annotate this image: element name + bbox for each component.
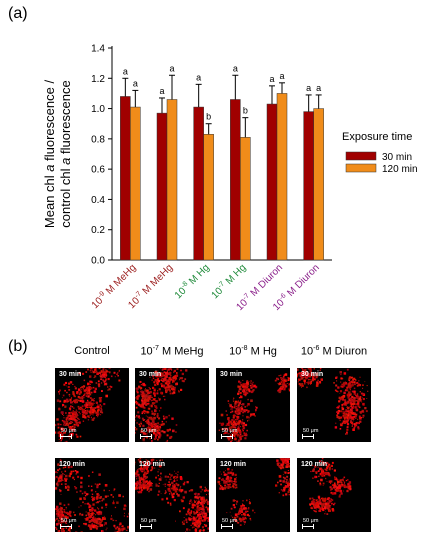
scale-bar <box>302 524 314 529</box>
micrograph-column-label: 10-8 M Hg <box>229 345 277 358</box>
exposure-time-label: 30 min <box>301 371 324 378</box>
exposure-time-label: 30 min <box>59 371 82 378</box>
exposure-time-label: 120 min <box>220 461 247 468</box>
micrograph-image: 30 min 50 μm <box>135 368 209 442</box>
micrograph-image: 30 min 50 μm <box>297 368 371 442</box>
bar <box>303 111 314 261</box>
scale-bar <box>221 524 233 529</box>
significance-letter: a <box>233 63 238 73</box>
scale-bar-label: 50 μm <box>222 518 238 524</box>
significance-letter: a <box>196 72 201 82</box>
y-tick-label: 1.4 <box>91 44 105 55</box>
micrograph-image: 30 min 50 μm <box>55 368 129 442</box>
scale-bar-label: 50 μm <box>61 518 77 524</box>
scale-bar <box>140 434 152 439</box>
significance-letter: a <box>316 83 321 93</box>
scale-bar <box>60 434 72 439</box>
significance-letter: b <box>206 112 211 122</box>
bar <box>193 106 204 261</box>
micrograph-image: 30 min 50 μm <box>216 368 290 442</box>
significance-letter: a <box>133 78 138 88</box>
bar <box>130 106 141 261</box>
bar <box>266 103 278 261</box>
bar <box>203 134 214 261</box>
fluorescence-texture <box>55 459 129 532</box>
scale-bar-label: 50 μm <box>61 428 77 434</box>
bar <box>230 99 241 261</box>
bar <box>313 108 324 261</box>
micrograph-image: 120 min 50 μm <box>135 458 209 532</box>
y-tick-label: 0.2 <box>91 225 105 236</box>
exposure-time-label: 120 min <box>139 461 166 468</box>
y-tick-label: 0.4 <box>91 195 105 206</box>
category-label: 10-8 M Hg <box>172 262 212 302</box>
scale-bar-label: 50 μm <box>222 428 238 434</box>
scale-bar-label: 50 μm <box>141 428 157 434</box>
scale-bar <box>302 434 314 439</box>
y-tick-label: 1.2 <box>91 74 105 85</box>
chart-bars <box>120 74 324 261</box>
fluorescence-texture <box>297 368 369 435</box>
exposure-time-label: 30 min <box>139 371 162 378</box>
bar <box>240 137 251 261</box>
bar-chart: 0.0 0.2 0.4 0.6 0.8 1.0 1.2 1.4 Mean chl a fluor… <box>42 44 418 314</box>
significance-letter: a <box>306 83 311 93</box>
panel-a-label: (a) <box>8 5 28 22</box>
exposure-time-label: 30 min <box>220 371 243 378</box>
scale-bar <box>60 524 72 529</box>
fluorescence-texture <box>217 458 290 526</box>
bar <box>156 112 168 261</box>
legend-label: 120 min <box>382 164 418 175</box>
panel-b-label: (b) <box>8 338 28 355</box>
y-axis-label: Mean chl a fluorescence /control chl a f… <box>42 80 73 229</box>
micrograph-column-label: 10-7 M MeHg <box>140 345 204 358</box>
y-tick-label: 0.8 <box>91 134 105 145</box>
significance-letter: b <box>243 106 248 116</box>
significance-letter: a <box>159 86 164 96</box>
scale-bar <box>140 524 152 529</box>
legend-swatch <box>345 163 377 173</box>
bar <box>276 93 288 261</box>
micrograph-column-label: 10-6 M Diuron <box>300 345 368 358</box>
legend-label: 30 min <box>382 152 412 163</box>
significance-letter: a <box>123 66 128 76</box>
micrograph-image: 120 min 50 μm <box>297 458 371 532</box>
significance-letter: a <box>279 71 284 81</box>
chart-axes: 0.0 0.2 0.4 0.6 0.8 1.0 1.2 1.4 Mean chl a fluor… <box>42 44 332 267</box>
scale-bar-label: 50 μm <box>303 428 319 434</box>
fluorescence-texture <box>135 368 188 442</box>
scale-bar-label: 50 μm <box>141 518 157 524</box>
micrograph-column-label: Control <box>74 345 110 357</box>
exposure-time-label: 120 min <box>301 461 328 468</box>
y-tick-label: 0.6 <box>91 165 105 176</box>
fluorescence-texture <box>309 458 352 515</box>
bar <box>166 99 178 261</box>
significance-letter: a <box>269 74 274 84</box>
legend-title: Exposure time <box>342 131 412 143</box>
y-tick-label: 0.0 <box>91 256 105 267</box>
significance-letter: a <box>169 63 174 73</box>
fluorescence-texture <box>218 373 290 442</box>
micrograph-image: 120 min 50 μm <box>216 458 290 532</box>
bar <box>120 96 131 261</box>
scale-bar-label: 50 μm <box>303 518 319 524</box>
scale-bar <box>221 434 233 439</box>
y-tick-label: 1.0 <box>91 104 105 115</box>
micrograph-image: 120 min 50 μm <box>55 458 129 532</box>
legend-swatch <box>345 151 377 161</box>
exposure-time-label: 120 min <box>59 461 86 468</box>
fluorescence-texture <box>135 458 209 532</box>
